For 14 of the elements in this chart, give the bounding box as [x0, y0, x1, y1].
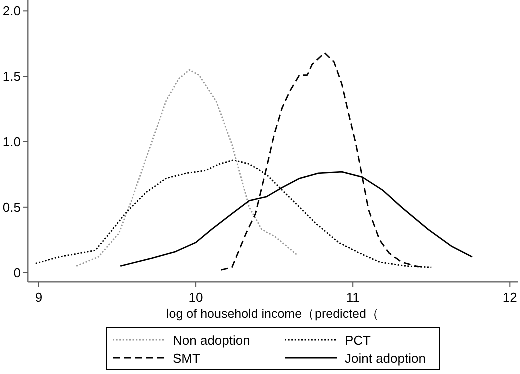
y-tick-label: 1.5: [2, 69, 21, 84]
x-tick-label: 10: [188, 290, 204, 305]
legend-label: Non adoption: [173, 333, 250, 348]
y-tick-label: 1.0: [2, 134, 21, 150]
legend-label: PCT: [345, 333, 372, 348]
legend-label: Joint adoption: [345, 351, 426, 366]
y-tick-label: 0.5: [2, 200, 21, 215]
y-tick-label: 0: [14, 265, 21, 280]
x-tick-label: 9: [35, 290, 43, 305]
x-tick-label: 11: [346, 290, 360, 305]
legend-label: SMT: [173, 351, 200, 366]
x-axis-title: log of household income（predicted（: [166, 307, 380, 321]
x-tick-label: 12: [502, 290, 518, 305]
y-tick-label: 2.0: [2, 4, 21, 19]
